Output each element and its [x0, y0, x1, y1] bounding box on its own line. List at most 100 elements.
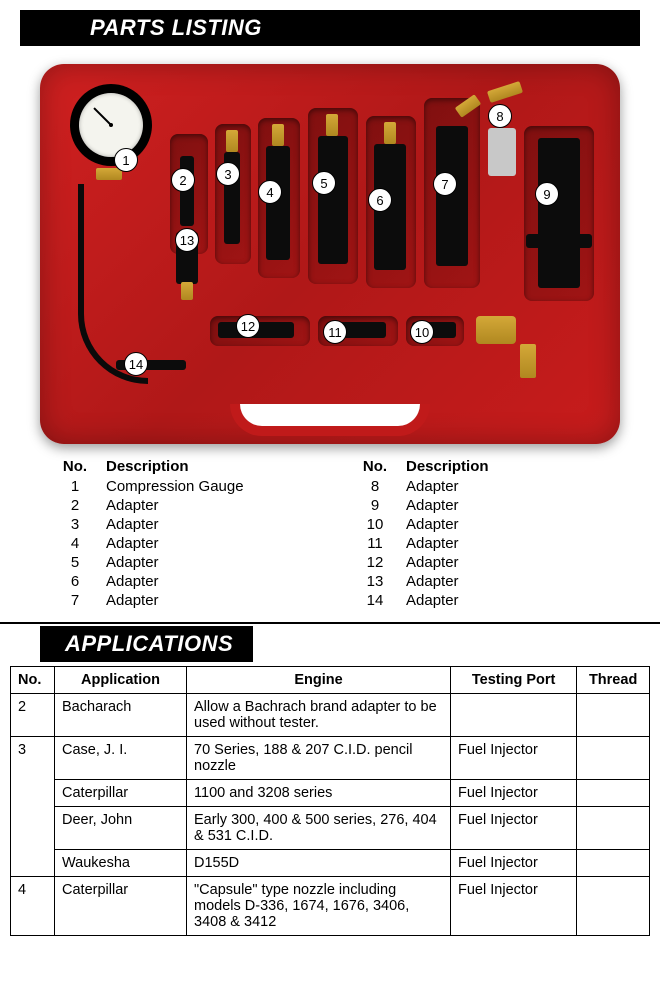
parts-no: 13: [350, 572, 400, 591]
marker-13: 13: [175, 228, 199, 252]
parts-row: 10Adapter: [350, 515, 610, 534]
parts-no: 8: [350, 477, 400, 496]
marker-14: 14: [124, 352, 148, 376]
parts-desc: Adapter: [100, 553, 310, 572]
col-desc: Description: [400, 456, 610, 477]
app-thread: [577, 850, 650, 877]
applications-heading: APPLICATIONS: [40, 626, 253, 662]
app-engine: Allow a Bachrach brand adapter to be use…: [187, 694, 451, 737]
parts-desc: Compression Gauge: [100, 477, 310, 496]
parts-desc: Adapter: [400, 591, 610, 610]
app-row: 3Case, J. I.70 Series, 188 & 207 C.I.D. …: [11, 737, 650, 780]
marker-12: 12: [236, 314, 260, 338]
app-thread: [577, 877, 650, 936]
marker-6: 6: [368, 188, 392, 212]
parts-no: 5: [50, 553, 100, 572]
parts-listing-heading: PARTS LISTING: [20, 10, 640, 46]
parts-no: 1: [50, 477, 100, 496]
app-name: Deer, John: [55, 807, 187, 850]
app-row: WaukeshaD155DFuel Injector: [11, 850, 650, 877]
app-port: Fuel Injector: [451, 807, 577, 850]
app-port: [451, 694, 577, 737]
marker-8: 8: [488, 104, 512, 128]
th-port: Testing Port: [451, 667, 577, 694]
parts-no: 14: [350, 591, 400, 610]
compression-gauge-icon: [70, 84, 152, 166]
app-port: Fuel Injector: [451, 877, 577, 936]
tool-case-illustration: 1234567891011121314: [40, 64, 620, 444]
parts-desc: Adapter: [100, 572, 310, 591]
parts-desc: Adapter: [400, 477, 610, 496]
parts-desc: Adapter: [100, 496, 310, 515]
app-no: 3: [11, 737, 55, 780]
app-thread: [577, 807, 650, 850]
app-no: [11, 807, 55, 850]
app-thread: [577, 780, 650, 807]
parts-no: 4: [50, 534, 100, 553]
app-name: Caterpillar: [55, 780, 187, 807]
parts-desc: Adapter: [400, 496, 610, 515]
marker-7: 7: [433, 172, 457, 196]
marker-1: 1: [114, 148, 138, 172]
app-engine: 1100 and 3208 series: [187, 780, 451, 807]
marker-4: 4: [258, 180, 282, 204]
parts-desc: Adapter: [100, 515, 310, 534]
app-no: [11, 780, 55, 807]
parts-no: 11: [350, 534, 400, 553]
parts-row: 12Adapter: [350, 553, 610, 572]
app-name: Caterpillar: [55, 877, 187, 936]
app-row: Caterpillar1100 and 3208 seriesFuel Inje…: [11, 780, 650, 807]
parts-no: 6: [50, 572, 100, 591]
parts-no: 3: [50, 515, 100, 534]
parts-desc: Adapter: [100, 534, 310, 553]
app-port: Fuel Injector: [451, 780, 577, 807]
parts-row: 1Compression Gauge: [50, 477, 310, 496]
marker-3: 3: [216, 162, 240, 186]
parts-row: 14Adapter: [350, 591, 610, 610]
parts-row: 11Adapter: [350, 534, 610, 553]
parts-row: 7Adapter: [50, 591, 310, 610]
th-engine: Engine: [187, 667, 451, 694]
col-no: No.: [50, 456, 100, 477]
parts-desc: Adapter: [400, 534, 610, 553]
app-no: 2: [11, 694, 55, 737]
parts-row: 6Adapter: [50, 572, 310, 591]
parts-no: 2: [50, 496, 100, 515]
marker-2: 2: [171, 168, 195, 192]
th-app: Application: [55, 667, 187, 694]
parts-desc: Adapter: [400, 553, 610, 572]
parts-row: 4Adapter: [50, 534, 310, 553]
col-no: No.: [350, 456, 400, 477]
app-port: Fuel Injector: [451, 850, 577, 877]
parts-no: 12: [350, 553, 400, 572]
th-thread: Thread: [577, 667, 650, 694]
app-row: Deer, JohnEarly 300, 400 & 500 series, 2…: [11, 807, 650, 850]
parts-desc: Adapter: [400, 572, 610, 591]
app-name: Waukesha: [55, 850, 187, 877]
parts-listing-table: No. Description 1Compression Gauge2Adapt…: [50, 456, 610, 610]
app-row: 2BacharachAllow a Bachrach brand adapter…: [11, 694, 650, 737]
app-thread: [577, 694, 650, 737]
app-no: [11, 850, 55, 877]
app-port: Fuel Injector: [451, 737, 577, 780]
th-no: No.: [11, 667, 55, 694]
marker-11: 11: [323, 320, 347, 344]
app-engine: D155D: [187, 850, 451, 877]
applications-table: No. Application Engine Testing Port Thre…: [10, 666, 650, 936]
parts-desc: Adapter: [400, 515, 610, 534]
parts-desc: Adapter: [100, 591, 310, 610]
col-desc: Description: [100, 456, 310, 477]
marker-9: 9: [535, 182, 559, 206]
marker-10: 10: [410, 320, 434, 344]
parts-no: 7: [50, 591, 100, 610]
app-no: 4: [11, 877, 55, 936]
parts-row: 2Adapter: [50, 496, 310, 515]
parts-row: 9Adapter: [350, 496, 610, 515]
parts-row: 3Adapter: [50, 515, 310, 534]
parts-row: 5Adapter: [50, 553, 310, 572]
app-engine: Early 300, 400 & 500 series, 276, 404 & …: [187, 807, 451, 850]
app-thread: [577, 737, 650, 780]
app-name: Bacharach: [55, 694, 187, 737]
app-name: Case, J. I.: [55, 737, 187, 780]
marker-5: 5: [312, 171, 336, 195]
